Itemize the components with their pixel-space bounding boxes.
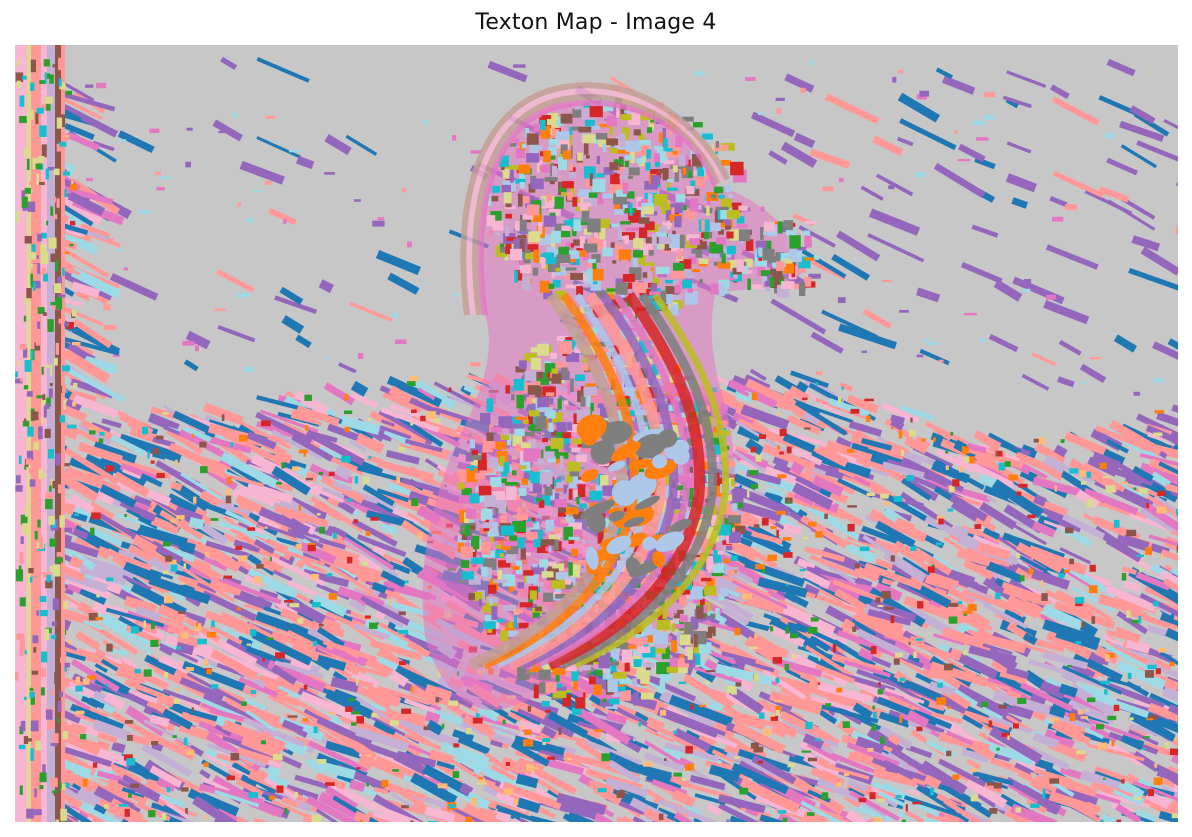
- post-column: [47, 45, 55, 822]
- head-contour-band: [477, 99, 718, 316]
- duck-texton-layer: [422, 82, 818, 711]
- texton-map-canvas: [15, 45, 1178, 822]
- neck-contour-band: [573, 292, 730, 669]
- neck-contour-band: [546, 291, 706, 671]
- head-contour-band: [460, 82, 730, 316]
- figure-title: Texton Map - Image 4: [475, 10, 717, 35]
- post-column: [61, 45, 65, 822]
- post-column: [31, 45, 41, 822]
- post-column: [41, 45, 47, 822]
- neck-contour-band: [521, 292, 679, 670]
- head-contour-band: [471, 94, 722, 316]
- post-column: [15, 45, 27, 822]
- head-contour-band: [466, 88, 726, 316]
- neck-contour-band: [507, 291, 667, 671]
- neck-contour-band: [534, 292, 691, 669]
- neck-contour-band: [560, 292, 718, 670]
- texton-map-image: [15, 45, 1178, 822]
- post-column: [55, 45, 61, 822]
- post-texton-layer: [15, 45, 72, 822]
